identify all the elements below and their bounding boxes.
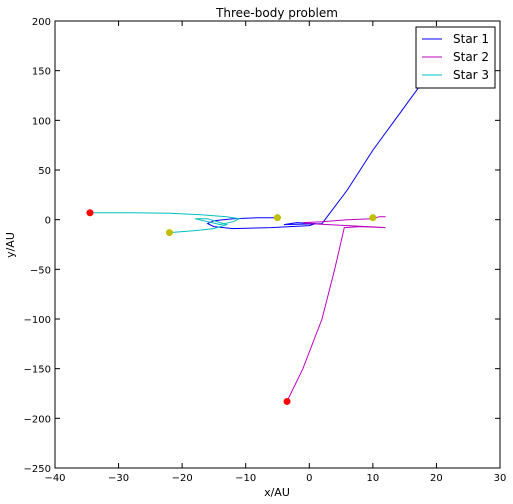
series-line-2 xyxy=(286,216,386,402)
legend: Star 1 Star 2 Star 3 xyxy=(415,26,496,89)
x-tick-label: −40 xyxy=(44,473,65,484)
legend-label-2: Star 2 xyxy=(453,50,489,64)
x-axis-label: x/AU xyxy=(264,486,290,499)
y-tick-label: 200 xyxy=(32,17,51,28)
legend-label-1: Star 1 xyxy=(453,32,489,46)
x-tick-label: 30 xyxy=(494,473,507,484)
x-tick-label: −20 xyxy=(172,473,193,484)
y-tick-label: 100 xyxy=(32,116,51,127)
y-tick-label: 150 xyxy=(32,67,51,78)
y-axis-label: y/AU xyxy=(4,232,17,258)
legend-label-3: Star 3 xyxy=(453,68,489,82)
point-marker-4 xyxy=(165,229,173,237)
x-tick-label: 10 xyxy=(366,473,379,484)
x-tick-label: 0 xyxy=(306,473,312,484)
chart-title: Three-body problem xyxy=(215,6,338,20)
plot-frame xyxy=(54,20,501,469)
x-tick-label: −30 xyxy=(108,473,129,484)
y-tick-label: 50 xyxy=(38,166,51,177)
y-tick-label: −100 xyxy=(24,315,51,326)
y-tick-label: −150 xyxy=(24,365,51,376)
series-layer xyxy=(90,52,444,402)
series-line-3 xyxy=(90,212,242,234)
x-tick-label: 20 xyxy=(430,473,443,484)
tick-layer: −40 −30 −20 −10 0 10 20 30−250−200−150−100−5005… xyxy=(24,17,507,484)
point-marker-6 xyxy=(369,214,377,222)
point-marker-2 xyxy=(283,397,291,405)
y-tick-label: −50 xyxy=(30,265,51,276)
y-tick-label: 0 xyxy=(45,216,51,227)
y-tick-label: −200 xyxy=(24,414,51,425)
y-tick-label: −250 xyxy=(24,464,51,475)
point-marker-1 xyxy=(86,209,94,217)
x-tick-label: −10 xyxy=(235,473,256,484)
point-marker-5 xyxy=(274,214,281,222)
series-line-1 xyxy=(206,52,444,230)
marker-layer xyxy=(86,49,440,405)
